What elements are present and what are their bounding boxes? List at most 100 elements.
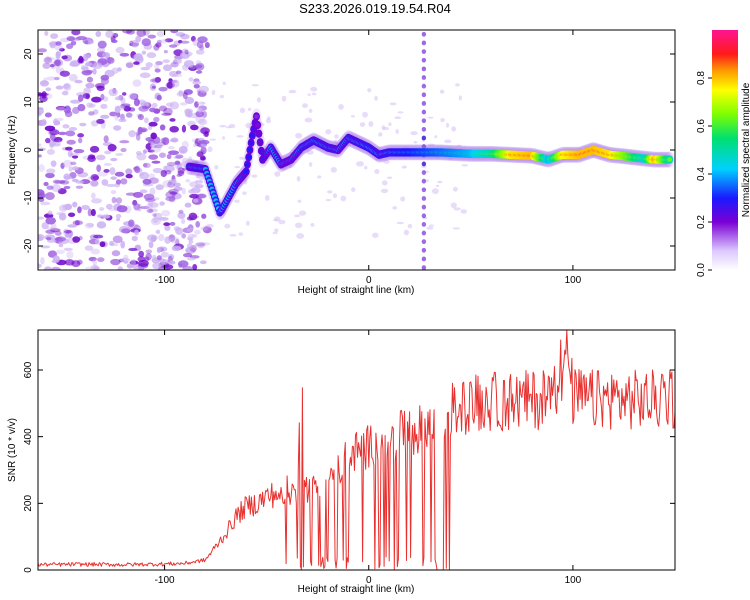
noise-blob xyxy=(169,260,176,265)
noise-blob xyxy=(137,126,143,135)
noise-blob xyxy=(83,87,91,95)
noise-blob xyxy=(196,107,203,113)
noise-blob xyxy=(195,60,202,66)
noise-blob xyxy=(307,93,311,96)
noise-blob xyxy=(104,150,112,155)
noise-blob xyxy=(55,51,62,57)
noise-blob xyxy=(63,185,71,190)
noise-blob xyxy=(65,130,76,137)
noise-blob xyxy=(143,163,148,168)
noise-blob xyxy=(118,118,127,123)
noise-blob xyxy=(50,222,57,231)
noise-blob xyxy=(181,48,189,54)
noise-blob xyxy=(368,121,374,127)
noise-blob xyxy=(65,146,73,151)
noise-blob xyxy=(148,241,154,249)
noise-blob xyxy=(310,223,315,227)
noise-blob xyxy=(281,95,287,102)
stripe-dot xyxy=(421,118,427,124)
noise-blob xyxy=(161,112,172,116)
noise-blob xyxy=(197,243,205,249)
noise-blob xyxy=(66,36,76,42)
noise-blob xyxy=(247,107,252,112)
noise-blob xyxy=(77,206,82,214)
noise-blob xyxy=(180,218,186,224)
noise-blob xyxy=(200,260,207,265)
noise-blob xyxy=(372,232,379,238)
stripe-dot xyxy=(421,144,427,150)
stripe-dot xyxy=(421,92,427,98)
noise-blob xyxy=(374,95,378,101)
noise-blob xyxy=(401,165,407,169)
noise-blob xyxy=(211,89,216,95)
noise-blob xyxy=(94,238,100,245)
noise-blob xyxy=(54,180,66,184)
noise-blob xyxy=(173,186,183,192)
noise-blob xyxy=(155,184,164,191)
noise-blob xyxy=(117,266,124,270)
noise-blob xyxy=(168,150,179,156)
ridge-core xyxy=(258,148,264,154)
noise-blob xyxy=(140,66,151,71)
noise-blob xyxy=(91,192,96,199)
noise-blob xyxy=(71,30,81,36)
noise-blob xyxy=(165,191,176,199)
colorbar-tick-label: 0.4 xyxy=(696,167,707,181)
noise-blob xyxy=(297,199,302,203)
noise-blob xyxy=(156,39,162,45)
noise-blob xyxy=(96,164,102,173)
noise-blob xyxy=(135,133,141,141)
noise-blob xyxy=(45,172,55,179)
noise-blob xyxy=(93,234,104,239)
noise-blob xyxy=(149,187,156,196)
noise-blob xyxy=(460,209,467,214)
noise-blob xyxy=(228,123,236,129)
noise-blob xyxy=(158,217,169,221)
noise-blob xyxy=(175,154,184,159)
noise-blob xyxy=(41,222,49,230)
noise-blob xyxy=(110,39,118,44)
noise-blob xyxy=(198,118,208,126)
ridge-core xyxy=(257,140,263,145)
noise-blob xyxy=(193,143,198,148)
noise-blob xyxy=(183,60,195,68)
noise-blob xyxy=(40,201,51,206)
noise-blob xyxy=(43,77,48,84)
noise-blob xyxy=(453,207,461,211)
noise-blob xyxy=(116,217,121,222)
noise-blob xyxy=(184,96,195,105)
noise-blob xyxy=(153,116,160,123)
noise-blob xyxy=(195,110,205,118)
noise-blob xyxy=(70,161,77,166)
noise-blob xyxy=(44,266,52,270)
noise-blob xyxy=(256,97,261,103)
noise-blob xyxy=(38,197,45,202)
noise-blob xyxy=(75,180,84,184)
noise-blob xyxy=(325,198,332,202)
stripe-dot xyxy=(421,204,427,210)
noise-blob xyxy=(110,258,121,266)
noise-blob xyxy=(296,176,301,182)
noise-blob xyxy=(68,166,73,172)
noise-blob xyxy=(301,103,308,109)
noise-blob xyxy=(194,179,204,184)
noise-blob xyxy=(67,212,76,218)
noise-blob xyxy=(410,131,418,136)
noise-blob xyxy=(147,125,153,130)
snr-y-tick-label: 400 xyxy=(23,428,34,445)
spectrogram-x-tick-label: 100 xyxy=(565,275,582,286)
noise-blob xyxy=(177,260,189,268)
noise-blob xyxy=(155,229,161,235)
noise-blob xyxy=(403,229,410,236)
noise-blob xyxy=(135,56,144,62)
noise-blob xyxy=(458,95,462,101)
noise-blob xyxy=(99,241,106,248)
noise-blob xyxy=(110,176,117,180)
noise-blob xyxy=(108,88,118,97)
noise-blob xyxy=(66,250,74,259)
noise-blob xyxy=(175,227,184,235)
noise-blob xyxy=(69,99,81,104)
noise-blob xyxy=(380,188,389,194)
noise-blob xyxy=(134,165,141,174)
noise-blob xyxy=(84,222,94,229)
